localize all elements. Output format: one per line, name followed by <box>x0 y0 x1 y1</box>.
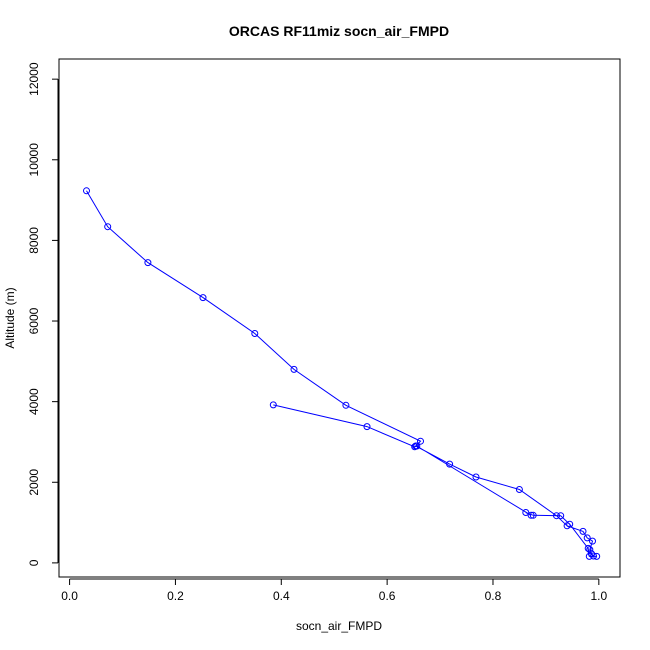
data-point <box>527 511 535 519</box>
data-point <box>417 437 424 445</box>
data-point <box>83 187 90 195</box>
data-point <box>290 365 298 373</box>
x-axis-label: socn_air_FMPD <box>296 619 382 633</box>
data-point <box>269 401 277 409</box>
data-point <box>529 511 537 519</box>
data-point <box>586 546 594 554</box>
data-point <box>579 527 587 535</box>
y-axis-label: Altitude (m) <box>3 287 17 348</box>
data-point <box>411 443 419 451</box>
x-axis: 0.0 0.2 0.4 0.6 0.8 1.0 <box>61 578 607 603</box>
y-tick-label: 12000 <box>27 62 41 96</box>
data-point <box>515 486 523 493</box>
data-point <box>522 509 530 516</box>
x-tick-label: 0.0 <box>61 589 78 603</box>
data-point <box>553 512 560 520</box>
series-layer <box>83 187 601 560</box>
data-point <box>104 223 112 231</box>
y-tick-label: 6000 <box>27 307 41 334</box>
x-tick-label: 0.4 <box>273 589 290 603</box>
data-point <box>590 552 597 560</box>
data-point <box>593 552 601 560</box>
y-tick-label: 8000 <box>27 227 41 254</box>
plot-frame <box>58 58 621 578</box>
data-point <box>557 512 565 520</box>
series-line <box>86 190 597 557</box>
data-point <box>199 294 207 302</box>
x-tick-label: 0.8 <box>485 589 502 603</box>
data-point <box>589 537 596 545</box>
data-point <box>446 460 454 468</box>
y-tick-label: 2000 <box>27 469 41 496</box>
data-point <box>363 423 371 431</box>
data-point <box>144 259 152 267</box>
x-tick-label: 0.6 <box>379 589 396 603</box>
y-tick-label: 4000 <box>27 388 41 415</box>
y-tick-label: 0 <box>27 559 41 566</box>
data-point <box>342 401 350 409</box>
chart-title: ORCAS RF11miz socn_air_FMPD <box>229 23 449 39</box>
data-point <box>251 330 259 337</box>
data-point <box>583 534 591 542</box>
data-point <box>585 552 593 560</box>
x-tick-label: 0.2 <box>167 589 184 603</box>
data-point <box>584 544 592 552</box>
data-point <box>566 520 574 528</box>
y-tick-label: 10000 <box>27 143 41 177</box>
data-point <box>472 473 480 481</box>
x-tick-label: 1.0 <box>590 589 607 603</box>
y-axis: 0 2000 4000 6000 8000 10000 12000 <box>27 62 59 566</box>
